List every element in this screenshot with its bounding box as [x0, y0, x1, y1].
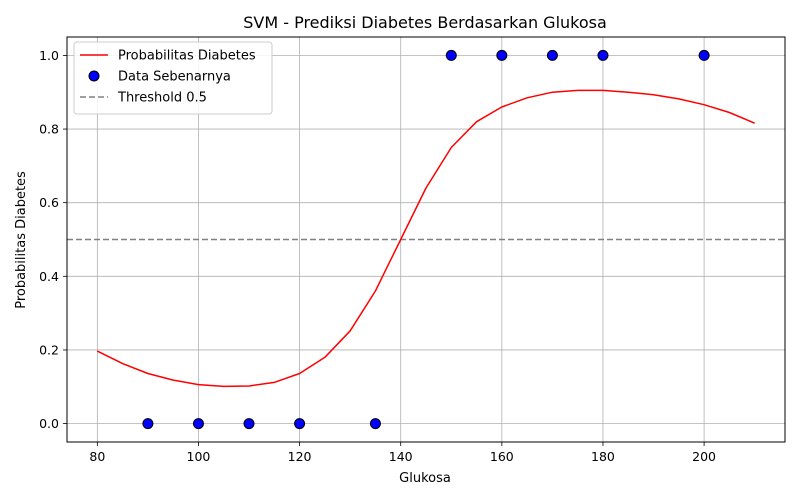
y-axis-title: Probabilitas Diabetes: [14, 171, 29, 309]
x-tick-label: 80: [89, 449, 105, 464]
x-tick-label: 100: [187, 449, 211, 464]
data-point: [243, 418, 255, 430]
y-tick-label: 0.2: [39, 342, 59, 357]
legend-label: Data Sebenarnya: [118, 70, 231, 85]
chart-title: SVM - Prediksi Diabetes Berdasarkan Gluk…: [243, 13, 607, 32]
x-tick-label: 140: [389, 449, 413, 464]
legend-label: Threshold 0.5: [117, 91, 207, 106]
data-point: [546, 49, 558, 61]
legend-box: [73, 41, 273, 115]
y-tick-label: 0.8: [39, 122, 59, 137]
x-axis-ticks: 80 100 120 140 160 180 200: [89, 442, 716, 464]
data-point: [142, 418, 154, 430]
scatter-layer: [142, 49, 710, 430]
y-tick-label: 1.0: [39, 48, 59, 63]
x-tick-label: 200: [692, 449, 716, 464]
y-tick-label: 0.4: [39, 269, 59, 284]
y-tick-label: 0.0: [39, 416, 59, 431]
data-point: [192, 418, 204, 430]
data-point: [369, 418, 381, 430]
data-point: [597, 49, 609, 61]
y-tick-label: 0.6: [39, 195, 59, 210]
x-tick-label: 180: [591, 449, 615, 464]
legend-swatch-data: [88, 70, 100, 82]
data-point: [496, 49, 508, 61]
y-axis-ticks: 0.0 0.2 0.4 0.6 0.8 1.0: [39, 48, 67, 431]
legend-label: Probabilitas Diabetes: [118, 49, 256, 64]
x-tick-label: 160: [490, 449, 514, 464]
x-tick-label: 120: [288, 449, 312, 464]
data-point: [698, 49, 710, 61]
legend: Probabilitas Diabetes Data Sebenarnya Thre…: [73, 41, 273, 115]
line-layer: [96, 89, 755, 388]
plot-frame: [66, 36, 786, 443]
probability-line: [96, 89, 755, 388]
data-point: [294, 418, 306, 430]
data-point: [445, 49, 457, 61]
x-axis-title: Glukosa: [399, 471, 451, 486]
